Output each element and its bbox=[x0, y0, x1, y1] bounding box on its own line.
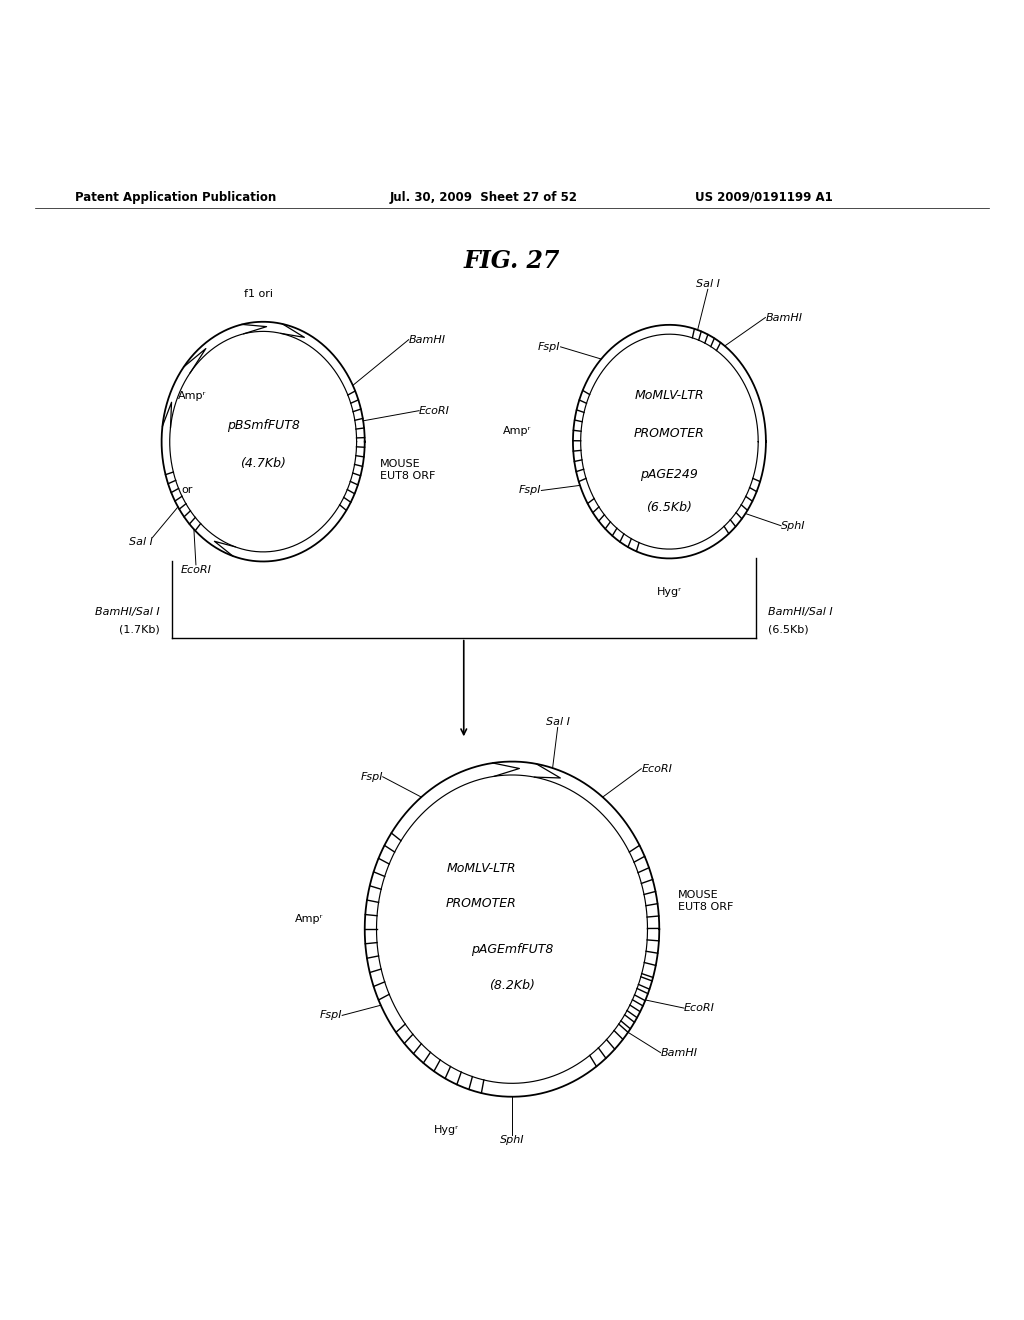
Text: Sal I: Sal I bbox=[129, 537, 153, 548]
Text: (6.5Kb): (6.5Kb) bbox=[768, 624, 809, 635]
Text: (8.2Kb): (8.2Kb) bbox=[489, 978, 535, 991]
Text: (4.7Kb): (4.7Kb) bbox=[241, 458, 286, 470]
Text: EcoRI: EcoRI bbox=[684, 1003, 715, 1014]
Text: pBSmfFUT8: pBSmfFUT8 bbox=[226, 418, 300, 432]
Text: SphI: SphI bbox=[500, 1135, 524, 1146]
Text: MoMLV-LTR: MoMLV-LTR bbox=[635, 389, 705, 403]
Text: EcoRI: EcoRI bbox=[641, 764, 672, 774]
Text: Hygʳ: Hygʳ bbox=[657, 587, 682, 597]
Text: FspI: FspI bbox=[360, 772, 383, 781]
Text: EcoRI: EcoRI bbox=[419, 405, 450, 416]
Text: FspI: FspI bbox=[538, 342, 560, 352]
Text: BamHI: BamHI bbox=[660, 1048, 697, 1057]
Text: MOUSE
EUT8 ORF: MOUSE EUT8 ORF bbox=[678, 890, 733, 912]
Text: Ampʳ: Ampʳ bbox=[503, 426, 531, 437]
Text: pAGEmfFUT8: pAGEmfFUT8 bbox=[471, 942, 553, 956]
Text: PROMOTER: PROMOTER bbox=[634, 426, 705, 440]
Text: SphI: SphI bbox=[781, 520, 806, 531]
Text: (6.5Kb): (6.5Kb) bbox=[646, 502, 692, 515]
Text: f1 ori: f1 ori bbox=[244, 289, 272, 300]
Text: Sal I: Sal I bbox=[546, 718, 569, 727]
Text: Patent Application Publication: Patent Application Publication bbox=[75, 191, 276, 203]
Text: BamHI/Sal I: BamHI/Sal I bbox=[768, 607, 833, 618]
Text: BamHI: BamHI bbox=[765, 313, 803, 322]
Text: PROMOTER: PROMOTER bbox=[446, 898, 517, 911]
Text: Sal I: Sal I bbox=[696, 280, 720, 289]
Text: EcoRI: EcoRI bbox=[180, 565, 211, 574]
Text: Ampʳ: Ampʳ bbox=[178, 391, 206, 401]
Text: Jul. 30, 2009  Sheet 27 of 52: Jul. 30, 2009 Sheet 27 of 52 bbox=[390, 191, 579, 203]
Text: (1.7Kb): (1.7Kb) bbox=[119, 624, 160, 635]
Text: Hygʳ: Hygʳ bbox=[433, 1125, 459, 1135]
Text: MoMLV-LTR: MoMLV-LTR bbox=[446, 862, 516, 875]
Text: US 2009/0191199 A1: US 2009/0191199 A1 bbox=[695, 191, 833, 203]
Text: MOUSE
EUT8 ORF: MOUSE EUT8 ORF bbox=[380, 459, 435, 480]
Text: BamHI/Sal I: BamHI/Sal I bbox=[95, 607, 160, 618]
Text: Ampʳ: Ampʳ bbox=[295, 913, 323, 924]
Text: pAGE249: pAGE249 bbox=[640, 467, 698, 480]
Text: FspI: FspI bbox=[319, 1010, 342, 1020]
Text: BamHI: BamHI bbox=[409, 335, 445, 345]
Text: or: or bbox=[181, 486, 193, 495]
Text: FspI: FspI bbox=[519, 486, 542, 495]
Text: FIG. 27: FIG. 27 bbox=[464, 248, 560, 273]
